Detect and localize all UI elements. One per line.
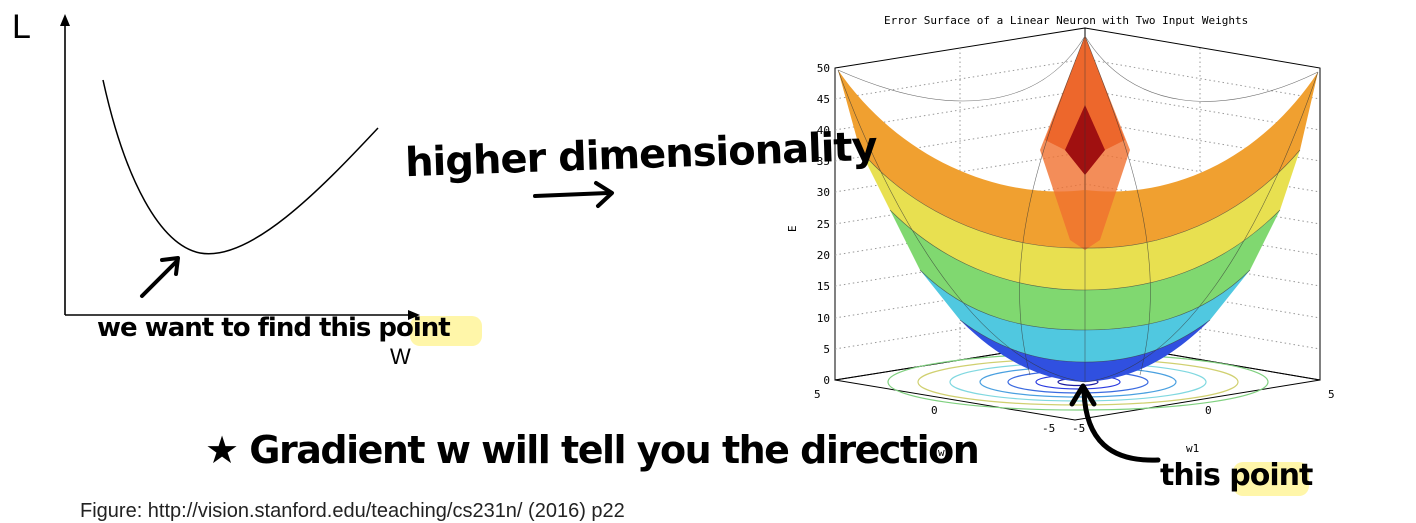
surface-plot-title: Error Surface of a Linear Neuron with Tw… xyxy=(884,14,1249,27)
loss-curve-plot: 0 5 10 15 20 25 30 35 40 45 50 E 5 0 -5 … xyxy=(60,14,1335,463)
z-tick: 35 xyxy=(817,155,830,168)
w1-tick: -5 xyxy=(1072,422,1085,435)
w2-tick: 0 xyxy=(931,404,938,417)
y-axis-arrow xyxy=(60,14,70,26)
z-tick: 15 xyxy=(817,280,830,293)
z-tick: 20 xyxy=(817,249,830,262)
w2-tick: -5 xyxy=(1042,422,1055,435)
x-axis-label: W xyxy=(390,344,411,369)
w1-tick: 5 xyxy=(1328,388,1335,401)
find-point-note: we want to find this point xyxy=(97,313,451,343)
loss-curve xyxy=(102,79,379,255)
error-surface-plot: 0 5 10 15 20 25 30 35 40 45 50 E 5 0 -5 … xyxy=(786,27,1335,459)
dimension-arrow-head xyxy=(594,181,614,208)
surface-band-yellow xyxy=(860,150,1300,290)
z-tick: 5 xyxy=(823,343,830,356)
w2-axis-label: w2 xyxy=(938,446,951,459)
this-point-note: this point xyxy=(1160,458,1313,493)
z-tick: 30 xyxy=(817,186,830,199)
min-arrow-head xyxy=(160,256,180,276)
x-axis-arrow xyxy=(408,310,420,320)
surface-min-arrow xyxy=(1081,389,1161,463)
highlight-point xyxy=(410,316,482,346)
w1-tick: 0 xyxy=(1205,404,1212,417)
surface-min-arrow-head xyxy=(1069,383,1097,407)
z-tick-labels: 0 5 10 15 20 25 30 35 40 45 50 xyxy=(817,62,830,387)
z-tick: 0 xyxy=(823,374,830,387)
z-tick: 45 xyxy=(817,93,830,106)
surface-band-orange xyxy=(838,70,1318,249)
z-tick: 40 xyxy=(817,124,830,137)
min-arrow xyxy=(140,260,178,298)
z-tick: 10 xyxy=(817,312,830,325)
surface-band-green xyxy=(890,210,1280,330)
y-axis-label: L xyxy=(12,8,31,46)
dimension-arrow xyxy=(533,191,610,198)
z-axis-label: E xyxy=(786,225,799,232)
z-tick: 25 xyxy=(817,218,830,231)
surface-band-cyan xyxy=(920,270,1250,362)
w1-axis-label: w1 xyxy=(1186,442,1199,455)
gradient-note: ★ Gradient w will tell you the direction xyxy=(205,428,980,472)
w2-tick: 5 xyxy=(814,388,821,401)
highlight-this-point xyxy=(1233,462,1309,496)
z-tick: 50 xyxy=(817,62,830,75)
